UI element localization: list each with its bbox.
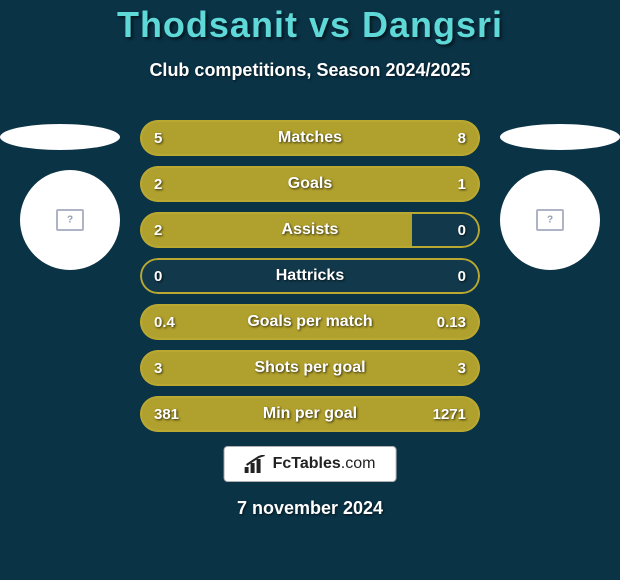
date-text: 7 november 2024 [0, 498, 620, 519]
stat-value-right: 8 [458, 120, 466, 156]
player-right-oval [500, 124, 620, 150]
logo-box: FcTables.com [224, 446, 397, 482]
stat-value-left: 2 [154, 166, 162, 202]
logo-light: .com [341, 455, 376, 472]
stat-value-right: 0 [458, 258, 466, 294]
stat-row: Matches58 [140, 120, 480, 156]
stat-value-right: 1271 [433, 396, 466, 432]
player-left-avatar [20, 170, 120, 270]
bar-fill-left [140, 304, 395, 340]
player-right-avatar [500, 170, 600, 270]
stat-value-right: 0 [458, 212, 466, 248]
bar-fill-left [140, 350, 310, 386]
logo-text: FcTables.com [273, 455, 376, 473]
stat-value-right: 1 [458, 166, 466, 202]
player-left-oval [0, 124, 120, 150]
page-title: Thodsanit vs Dangsri [0, 4, 620, 46]
subtitle: Club competitions, Season 2024/2025 [0, 60, 620, 81]
stat-value-left: 3 [154, 350, 162, 386]
stat-value-left: 5 [154, 120, 162, 156]
chart-icon [245, 455, 267, 473]
bar-outline [140, 258, 480, 294]
stat-row: Min per goal3811271 [140, 396, 480, 432]
logo-bold: FcTables [273, 455, 341, 472]
stat-label: Hattricks [140, 258, 480, 294]
bar-fill-right [310, 350, 480, 386]
stat-row: Goals21 [140, 166, 480, 202]
placeholder-icon [536, 209, 564, 231]
stat-row: Hattricks0 0 [140, 258, 480, 294]
stat-value-left: 2 [154, 212, 162, 248]
bar-fill-left [140, 166, 368, 202]
stat-row: Goals per match0.40.13 [140, 304, 480, 340]
stats-container: Matches58Goals21Assists20Hattricks00Goal… [140, 120, 480, 442]
bar-fill-left [140, 212, 412, 248]
stat-value-left: 381 [154, 396, 179, 432]
stat-value-right: 0.13 [437, 304, 466, 340]
bar-fill-right [259, 120, 480, 156]
stat-value-left: 0.4 [154, 304, 175, 340]
placeholder-icon [56, 209, 84, 231]
stat-row: Assists20 [140, 212, 480, 248]
stat-row: Shots per goal33 [140, 350, 480, 386]
stat-value-right: 3 [458, 350, 466, 386]
stat-value-left: 0 [154, 258, 162, 294]
